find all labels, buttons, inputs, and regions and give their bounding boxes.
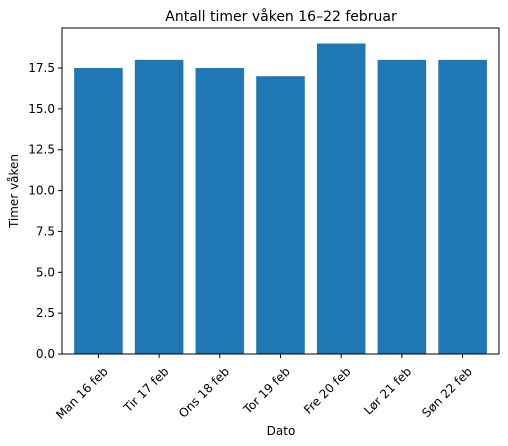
y-tick-label: 10.0	[28, 184, 55, 198]
bar	[74, 68, 123, 354]
x-tick-label: Tor 19 feb	[240, 364, 293, 417]
x-tick-label: Tir 17 feb	[120, 364, 171, 415]
y-axis-label: Timer våken	[7, 154, 21, 229]
y-tick-label: 12.5	[28, 143, 55, 157]
y-axis: 0.0 2.5 5.0 7.5 10.0 12.5 15.0 17.5	[28, 61, 62, 361]
bar	[438, 59, 487, 355]
bar	[377, 59, 427, 355]
y-tick-label: 0.0	[36, 347, 55, 361]
plot-area	[74, 43, 487, 355]
x-tick-label: Søn 22 feb	[419, 364, 475, 420]
x-tick-label: Fre 20 feb	[301, 364, 353, 416]
y-tick-label: 17.5	[28, 61, 55, 75]
bar	[316, 43, 366, 355]
bar	[256, 76, 305, 355]
x-tick-label: Lør 21 feb	[361, 364, 414, 417]
bar	[134, 59, 184, 355]
y-tick-label: 5.0	[36, 265, 55, 279]
y-tick-label: 2.5	[36, 306, 55, 320]
y-tick-label: 15.0	[28, 102, 55, 116]
bar	[195, 68, 245, 354]
chart-title: Antall timer våken 16–22 februar	[165, 8, 397, 25]
x-axis-label: Dato	[267, 424, 296, 438]
x-axis: Man 16 feb Tir 17 feb Ons 18 feb Tor 19 feb…	[53, 354, 475, 422]
x-tick-label: Man 16 feb	[53, 364, 111, 422]
x-tick-label: Ons 18 feb	[176, 364, 232, 420]
y-tick-label: 7.5	[36, 224, 55, 238]
